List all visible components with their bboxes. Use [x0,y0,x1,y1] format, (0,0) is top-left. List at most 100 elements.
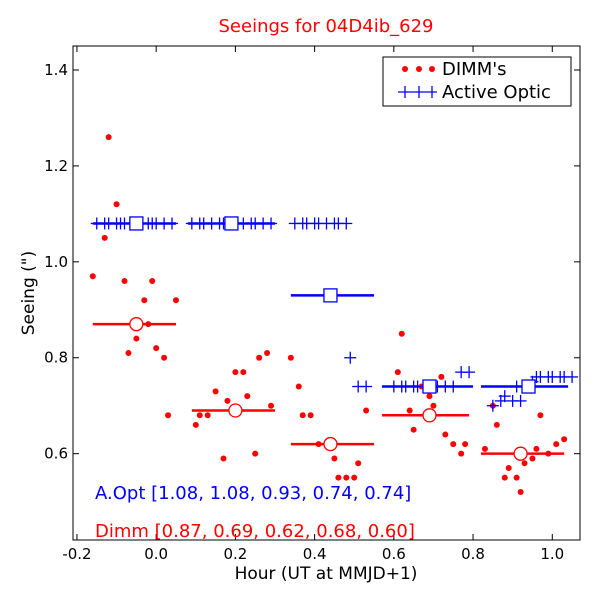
dimm-point [355,460,362,467]
dimm-average-marker [129,317,144,332]
aopt-point [447,380,460,393]
dimm-point [220,455,227,462]
aopt-average-marker [224,216,239,231]
x-tick-label: 0.8 [461,545,485,563]
dimm-point [141,297,148,304]
dimm-point [529,455,536,462]
dimm-point [268,402,275,409]
dimm-point [394,369,401,376]
dimm-point [442,431,449,438]
aopt-point [340,217,353,230]
dimm-point [307,412,314,419]
average-markers [129,216,536,461]
axis-ticks: -0.2 0.0 0.2 0.4 0.6 0.8 1.0 0.6 0.8 1.0 1.2 1.4 [44,46,580,563]
dimm-point [331,455,338,462]
x-tick-label: 1.0 [540,545,564,563]
plot-frame [72,45,581,541]
dimm-point [172,297,179,304]
dimm-point [561,436,568,443]
legend-dot [402,66,408,72]
dimm-point [252,450,259,457]
dimm-point [133,335,140,342]
aopt-point [166,217,179,230]
average-lines [92,222,569,455]
aopt-point [265,217,278,230]
dimm-average-marker [323,436,338,452]
dimm-point [430,402,437,409]
dimm-point [113,201,120,208]
dimm-point [398,330,405,337]
dimm-point [232,369,239,376]
dimm-point [481,445,488,452]
dimm-point [406,407,413,414]
aopt-annotation: A.Opt [1.08, 1.08, 0.93, 0.74, 0.74] [95,483,411,504]
legend-dot [416,66,422,72]
aopt-average-marker [129,216,144,231]
dimm-point [149,278,156,285]
dimm-point [537,412,544,419]
dimm-point [204,412,211,419]
legend-box [382,56,572,107]
dimm-point [145,321,152,328]
legend: DIMM's Active Optic [382,56,572,107]
dimm-point [545,450,552,457]
dimm-point [553,441,560,448]
legend-dimm-label: DIMM's [442,59,507,80]
dimm-point [505,465,512,472]
aopt-point [486,399,499,412]
dimm-point [192,421,199,428]
dimm-point [363,407,370,414]
y-axis-label: Seeing (") [19,251,39,336]
aopt-point [360,380,373,393]
y-tick-label: 1.4 [44,61,68,79]
x-axis-label: Hour (UT at MMJD+1) [235,564,418,584]
dimm-point [517,489,524,496]
dimm-point [161,354,168,361]
dimm-point [295,383,302,390]
dimm-point [458,450,465,457]
dimm-point [493,421,500,428]
dimm-point [351,474,358,481]
dimm-average-marker [228,403,243,418]
dimm-point [196,412,203,419]
y-tick-label: 1.0 [44,253,68,271]
legend-aopt-marker [398,86,437,98]
aopt-average-marker [323,288,338,303]
dimm-point [212,388,219,395]
dimm-point [335,474,342,481]
dimm-point [101,234,108,241]
dimm-average-marker [513,446,528,461]
dimm-point [438,373,445,380]
dimm-point [287,354,294,361]
dimm-point [343,474,350,481]
x-tick-label: -0.2 [62,545,91,563]
aopt-average-marker [521,379,536,394]
dimm-point [125,349,132,356]
dimm-point [89,273,96,280]
x-tick-label: 0.0 [144,545,168,563]
dimm-point [224,397,231,404]
dimm-point [264,349,271,356]
dimm-point [426,393,433,400]
y-tick-label: 1.2 [44,157,68,175]
dimm-point [165,412,172,419]
dimm-average-marker [422,408,437,423]
dimm-point [153,345,160,352]
legend-aopt-label: Active Optic [442,82,551,103]
dimm-point [240,369,247,376]
dimm-point [121,278,128,285]
dimm-point [533,445,540,452]
aopt-point [344,351,357,364]
dimm-point [256,354,263,361]
dimm-point [299,412,306,419]
dimm-point [105,134,112,141]
dimm-annotation: Dimm [0.87, 0.69, 0.62, 0.68, 0.60] [95,521,415,542]
legend-dimm-marker [402,66,435,72]
y-tick-label: 0.8 [44,349,68,367]
x-tick-label: 0.2 [223,545,247,563]
y-tick-label: 0.6 [44,445,68,463]
x-tick-label: 0.4 [303,545,327,563]
dimm-point [315,441,322,448]
aopt-point [566,370,579,383]
